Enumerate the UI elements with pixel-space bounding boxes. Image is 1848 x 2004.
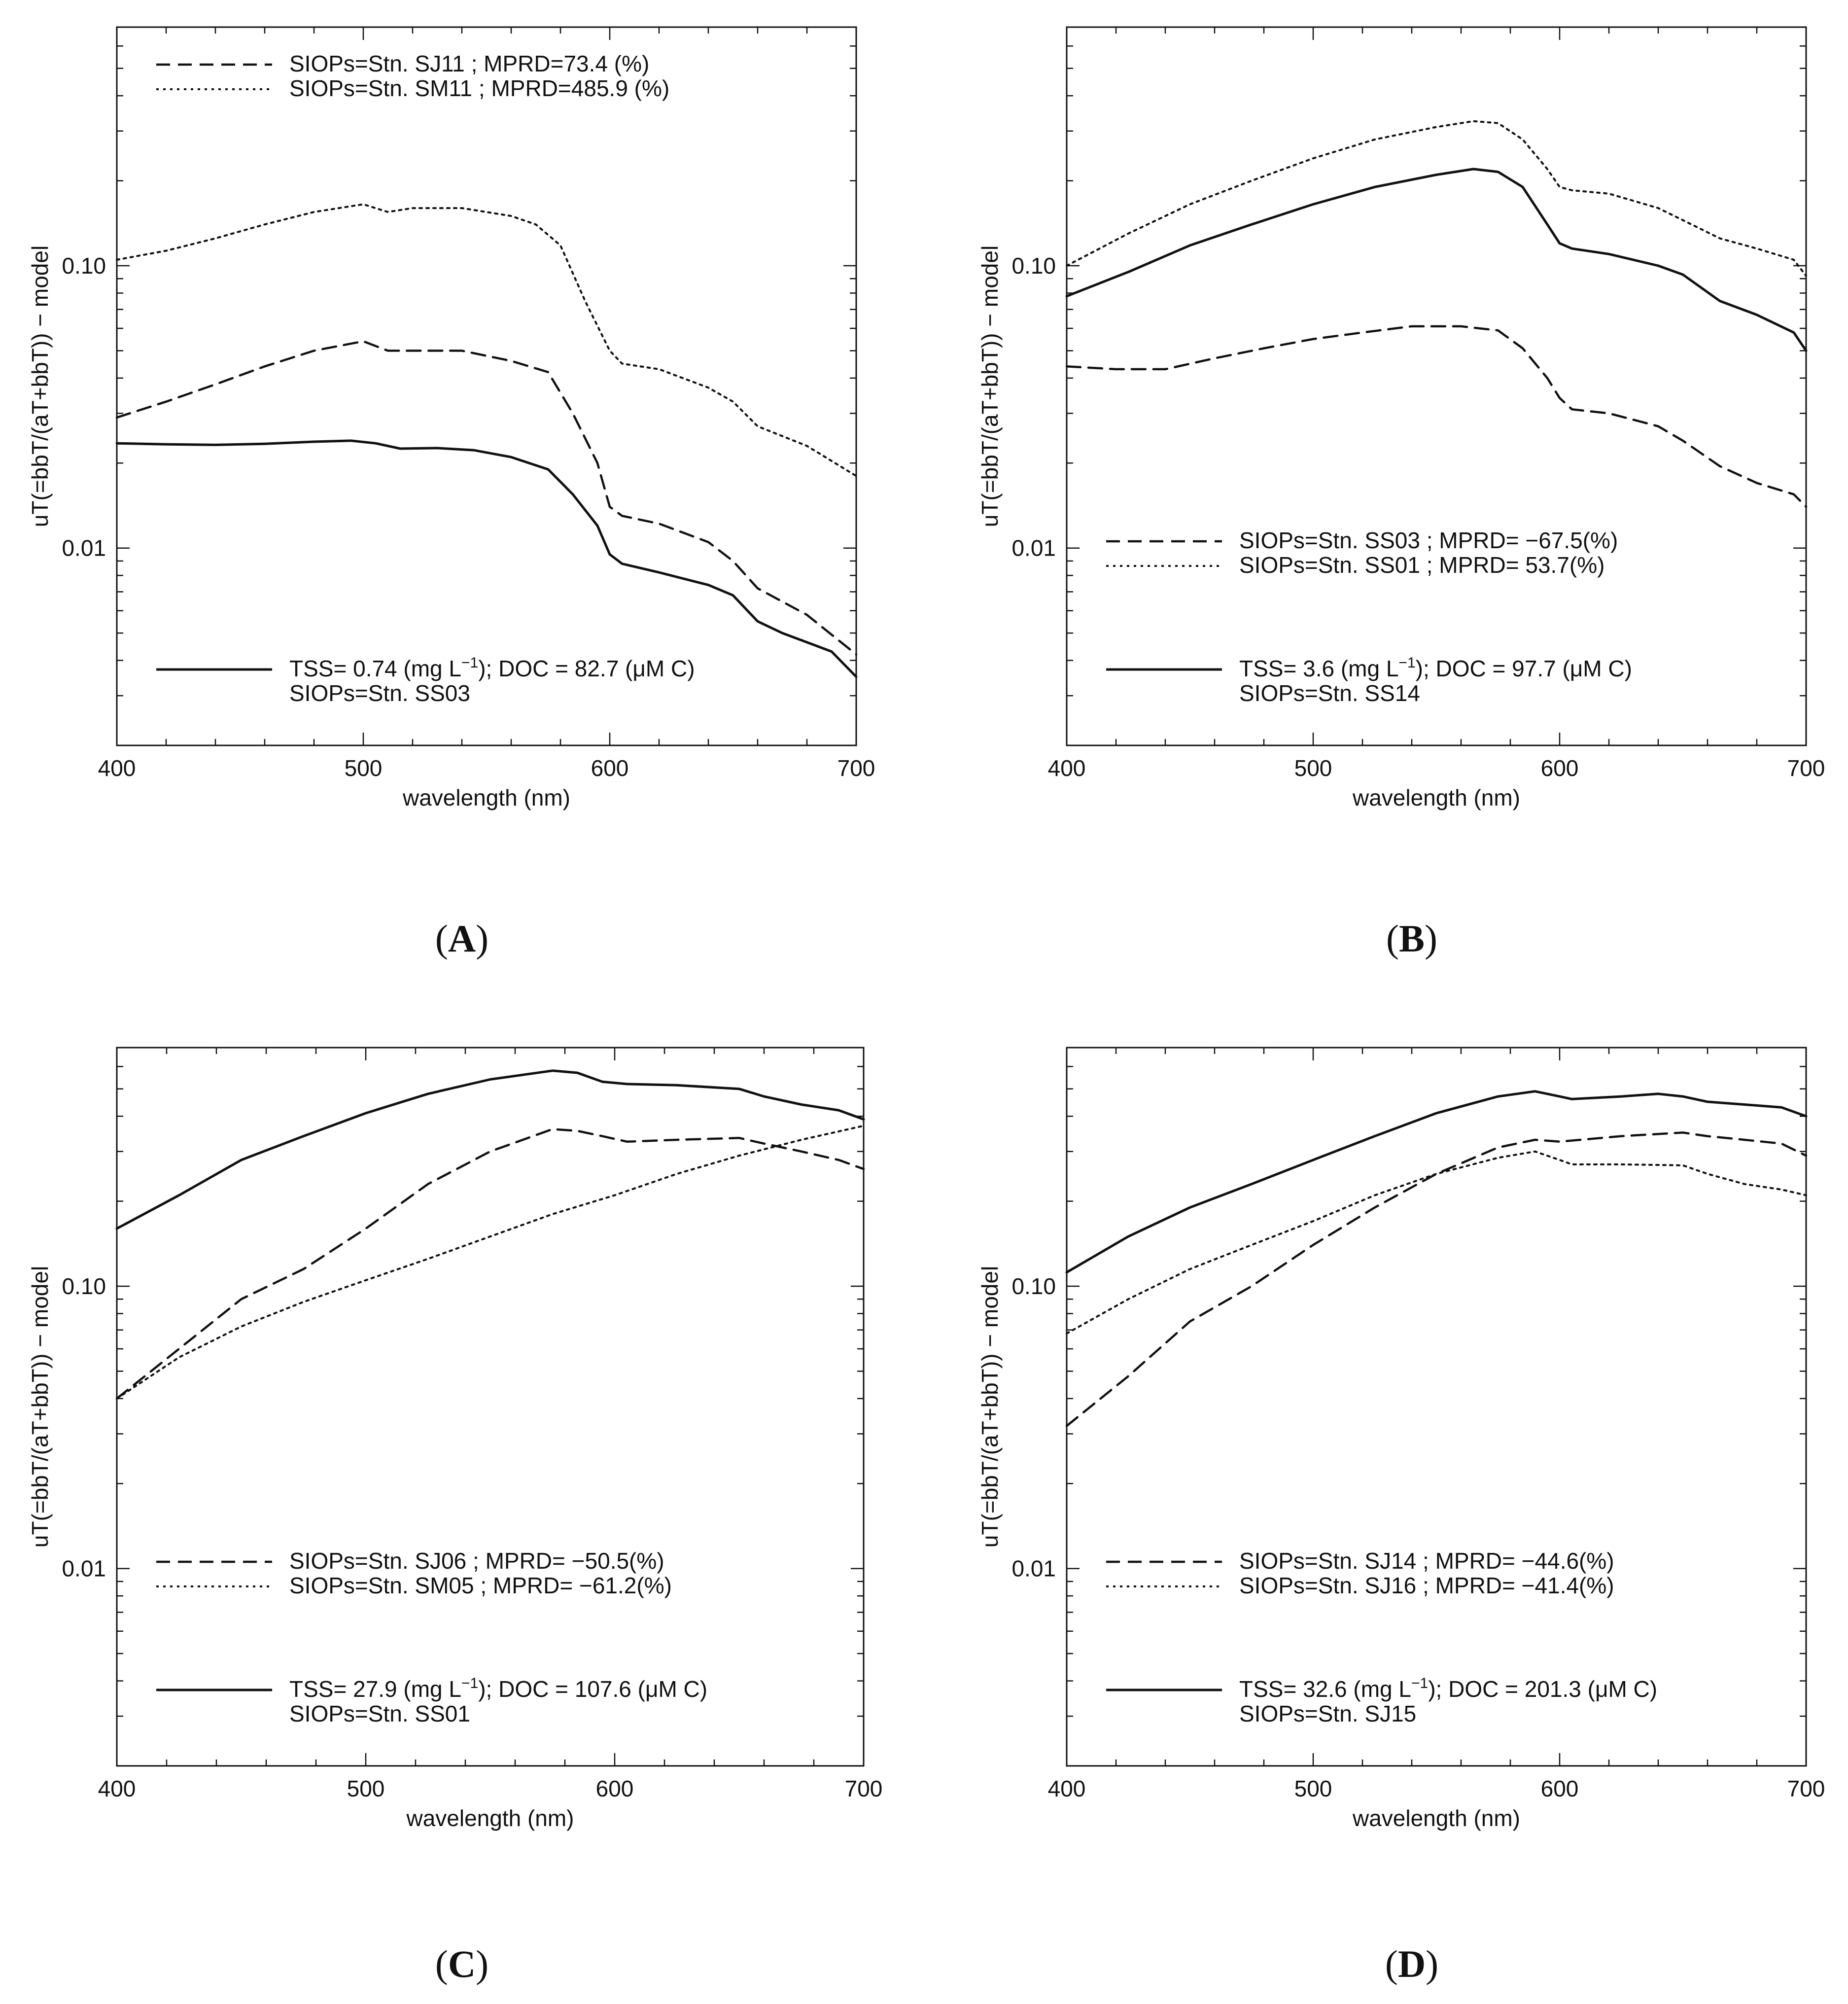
x-tick-label: 700 [837, 755, 875, 781]
y-axis-title: uT(=bbT/(aT+bbT)) − model [977, 1266, 1003, 1547]
legend-tss-doc: TSS= 32.6 (mg L−1); DOC = 201.3 (μM C) [1239, 1675, 1657, 1702]
plot-frame [116, 26, 857, 746]
series-line-dashed [1065, 325, 1808, 508]
series-line-dotted [116, 1125, 865, 1400]
x-tick-label: 400 [1048, 755, 1086, 781]
series-line-dashed [1065, 1131, 1808, 1427]
chart-panel-d: 400 500 600 700 0.01 0.10 wavelength (nm) uT(=b… [977, 1047, 1825, 1985]
x-tick-label: 500 [1294, 755, 1332, 781]
x-axis-title: wavelength (nm) [402, 785, 570, 810]
legend-siops: SIOPs=Stn. SS03 [289, 680, 470, 706]
x-tick-label: 700 [1787, 755, 1825, 781]
y-axis-title: uT(=bbT/(aT+bbT)) − model [977, 246, 1003, 527]
y-tick-label: 0.01 [1011, 1556, 1056, 1582]
legend-entry: SIOPs=Stn. SJ14 ; MPRD= −44.6(%) [1239, 1548, 1614, 1574]
legend-entry: SIOPs=Stn. SS01 ; MPRD= 53.7(%) [1239, 552, 1604, 578]
x-tick-label: 700 [845, 1776, 883, 1801]
chart-panel-c: 400 500 600 700 0.01 0.10 wavelength (nm) uT(=b… [27, 1047, 883, 1985]
panel-label: (C) [435, 1942, 488, 1985]
chart-panel-b: 400 500 600 700 0.01 0.10 wavelength (nm) uT(=b… [977, 26, 1825, 960]
series-line-dotted [1066, 120, 1807, 277]
y-tick-label: 0.01 [62, 1556, 106, 1582]
x-tick-label: 600 [1541, 1776, 1579, 1801]
chart-panel-a: 400 500 600 700 0.01 0.10 wavelength (nm) uT(=b… [27, 26, 875, 960]
x-tick-label: 500 [1294, 1776, 1332, 1801]
x-axis-title: wavelength (nm) [1352, 1805, 1520, 1831]
legend-entry: SIOPs=Stn. SJ11 ; MPRD=73.4 (%) [289, 51, 649, 76]
legend-entry: SIOPs=Stn. SM05 ; MPRD= −61.2(%) [289, 1573, 672, 1598]
y-tick-label: 0.10 [1011, 253, 1056, 279]
legend-entry: SIOPs=Stn. SS03 ; MPRD= −67.5(%) [1239, 527, 1618, 553]
plot-frame [116, 1047, 865, 1767]
y-tick-label: 0.10 [62, 1273, 106, 1299]
panel-label: (D) [1385, 1942, 1438, 1985]
x-tick-label: 400 [98, 1776, 136, 1801]
series-line-solid [115, 439, 858, 678]
legend-tss-doc: TSS= 3.6 (mg L−1); DOC = 97.7 (μM C) [1239, 655, 1632, 681]
series-line-solid [115, 1069, 865, 1230]
x-tick-label: 600 [1541, 755, 1579, 781]
legend-tss-doc: TSS= 27.9 (mg L−1); DOC = 107.6 (μM C) [289, 1675, 707, 1702]
y-axis-title: uT(=bbT/(aT+bbT)) − model [27, 246, 53, 527]
plot-frame [1066, 1047, 1807, 1767]
x-tick-label: 500 [345, 755, 383, 781]
series-line-dotted [1066, 1150, 1807, 1335]
y-tick-label: 0.01 [62, 535, 106, 561]
legend-entry: SIOPs=Stn. SJ16 ; MPRD= −41.4(%) [1239, 1573, 1614, 1598]
series-line-solid [1065, 168, 1808, 352]
panel-label: (B) [1386, 917, 1437, 960]
legend-siops: SIOPs=Stn. SJ15 [1239, 1701, 1416, 1726]
series-line-dotted [116, 203, 857, 477]
panel-label: (A) [435, 917, 488, 960]
series-line-dashed [115, 340, 858, 656]
series-line-solid [1065, 1090, 1808, 1274]
x-axis-title: wavelength (nm) [1352, 785, 1520, 810]
legend-tss-doc: TSS= 0.74 (mg L−1); DOC = 82.7 (μM C) [289, 655, 695, 681]
x-tick-label: 500 [347, 1776, 385, 1801]
legend-entry: SIOPs=Stn. SM11 ; MPRD=485.9 (%) [289, 75, 669, 101]
legend-entry: SIOPs=Stn. SJ06 ; MPRD= −50.5(%) [289, 1548, 664, 1574]
y-tick-label: 0.10 [62, 253, 106, 279]
x-tick-label: 700 [1787, 1776, 1825, 1801]
x-tick-label: 400 [98, 755, 136, 781]
y-tick-label: 0.01 [1011, 535, 1056, 561]
legend-siops: SIOPs=Stn. SS14 [1239, 680, 1420, 706]
x-tick-label: 400 [1048, 1776, 1086, 1801]
x-tick-label: 600 [596, 1776, 634, 1801]
plot-frame [1066, 26, 1807, 746]
x-axis-title: wavelength (nm) [406, 1805, 574, 1831]
y-axis-title: uT(=bbT/(aT+bbT)) − model [27, 1266, 53, 1547]
y-tick-label: 0.10 [1011, 1273, 1056, 1299]
x-tick-label: 600 [591, 755, 629, 781]
series-line-dashed [115, 1128, 865, 1400]
legend-siops: SIOPs=Stn. SS01 [289, 1701, 470, 1726]
